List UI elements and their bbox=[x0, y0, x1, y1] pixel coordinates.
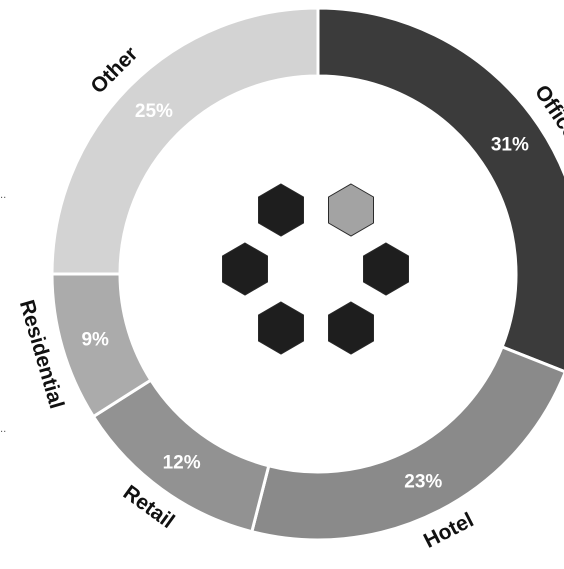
edge-mark: .. bbox=[0, 190, 7, 201]
hexagon-icon-4 bbox=[258, 301, 304, 355]
hexagon-icon-2 bbox=[222, 242, 268, 296]
hexagon-icon-1 bbox=[328, 183, 374, 237]
percent-label-group: 31% 23% 12% 9% 25% bbox=[81, 101, 529, 493]
hexagon-icon-5 bbox=[328, 301, 374, 355]
hexagon-icon-3 bbox=[363, 242, 409, 296]
hexagon-icon-0 bbox=[258, 183, 304, 237]
slice-other bbox=[50, 6, 320, 276]
percent-label-residential: 9% bbox=[81, 330, 109, 351]
percent-label-other: 25% bbox=[135, 101, 173, 122]
slice-hotel bbox=[250, 344, 564, 542]
percent-label-office: 31% bbox=[491, 135, 529, 156]
edge-mark: .. bbox=[0, 424, 7, 435]
hexagon-cluster-icon bbox=[222, 183, 409, 355]
slice-group bbox=[50, 6, 564, 542]
percent-label-hotel: 23% bbox=[404, 472, 442, 493]
percent-label-retail: 12% bbox=[163, 453, 201, 474]
slice-office bbox=[316, 6, 564, 374]
